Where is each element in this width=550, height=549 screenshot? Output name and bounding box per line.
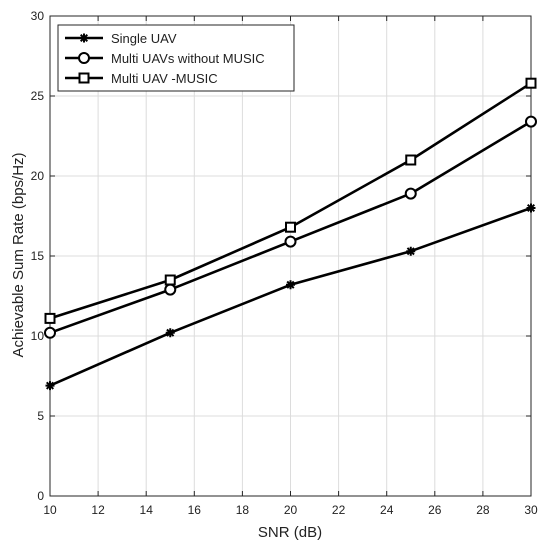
y-tick-label: 10 <box>31 329 45 343</box>
y-axis-ticks: 0 5 10 15 20 25 30 <box>31 9 531 503</box>
data-point <box>526 203 536 213</box>
legend-label: Multi UAVs without MUSIC <box>111 51 265 66</box>
data-point <box>45 381 55 391</box>
data-point <box>406 246 416 256</box>
x-tick-label: 16 <box>188 503 202 517</box>
x-tick-label: 26 <box>428 503 442 517</box>
data-point <box>525 77 537 89</box>
x-tick-label: 10 <box>43 503 57 517</box>
data-point <box>284 235 297 248</box>
data-point <box>164 274 176 286</box>
data-point <box>164 283 177 296</box>
x-tick-label: 14 <box>140 503 154 517</box>
data-point <box>525 115 537 128</box>
data-point <box>44 312 56 324</box>
legend-marker <box>78 52 90 64</box>
x-tick-label: 30 <box>524 503 538 517</box>
legend: Single UAV Multi UAVs without MUSIC Multi … <box>57 24 295 92</box>
series-2 <box>44 77 537 324</box>
legend-item: Single UAV <box>65 31 177 46</box>
y-tick-label: 15 <box>31 249 45 263</box>
y-axis-label: Achievable Sum Rate (bps/Hz) <box>10 152 27 357</box>
y-tick-label: 20 <box>31 169 45 183</box>
legend-label: Multi UAV -MUSIC <box>111 71 218 86</box>
y-tick-label: 30 <box>31 9 45 23</box>
legend-item: Multi UAVs without MUSIC <box>65 51 265 66</box>
y-tick-label: 25 <box>31 89 45 103</box>
legend-label: Single UAV <box>111 31 177 46</box>
data-point <box>404 187 417 200</box>
data-point <box>405 154 417 166</box>
grid <box>50 16 531 496</box>
legend-marker <box>79 33 89 43</box>
data-point <box>44 326 56 339</box>
series-1 <box>44 115 537 339</box>
data-point <box>285 221 296 233</box>
x-tick-label: 28 <box>476 503 490 517</box>
series <box>44 77 537 391</box>
series-0 <box>45 203 536 391</box>
x-axis-label: SNR (dB) <box>258 524 322 541</box>
y-tick-label: 0 <box>37 489 44 503</box>
x-tick-label: 24 <box>380 503 394 517</box>
data-point <box>165 328 175 338</box>
legend-marker <box>78 72 90 84</box>
legend-item: Multi UAV -MUSIC <box>65 71 218 86</box>
x-tick-label: 18 <box>236 503 250 517</box>
x-tick-label: 22 <box>332 503 346 517</box>
x-axis-ticks: 10 12 14 16 18 20 22 24 26 28 30 <box>43 16 538 517</box>
x-tick-label: 20 <box>284 503 298 517</box>
y-tick-label: 5 <box>37 409 44 423</box>
x-tick-label: 12 <box>91 503 105 517</box>
data-point <box>286 280 295 290</box>
